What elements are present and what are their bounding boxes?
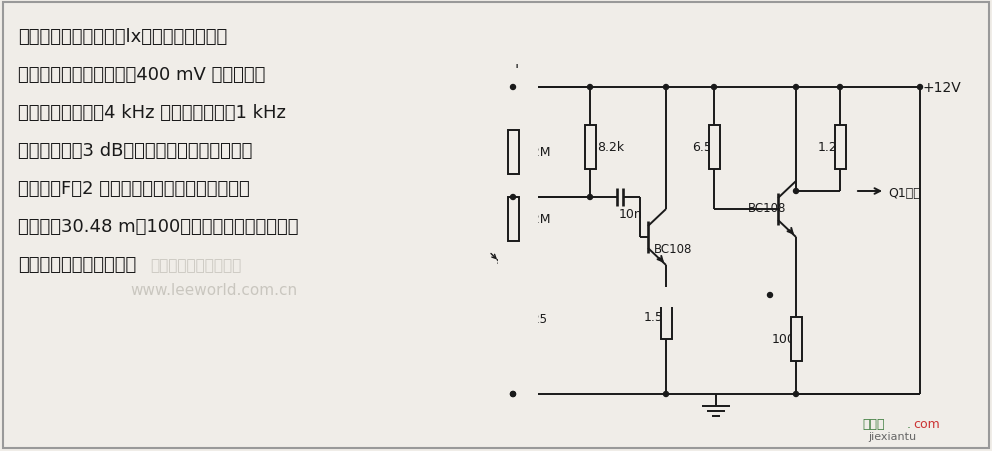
Text: 2.2M: 2.2M	[520, 213, 551, 226]
Text: 当在光电管上有１lx的峰值光信号输入: 当在光电管上有１lx的峰值光信号输入	[18, 28, 227, 46]
Circle shape	[837, 85, 842, 90]
Circle shape	[918, 85, 923, 90]
Text: 1.5M: 1.5M	[644, 311, 675, 324]
Text: ': '	[515, 64, 519, 79]
Circle shape	[664, 85, 669, 90]
Circle shape	[511, 85, 516, 90]
Bar	[791, 318, 802, 361]
Text: www.leeworld.com.cn: www.leeworld.com.cn	[130, 282, 298, 297]
Text: 时，经两级放大器后将有400 mV 峰值的输出: 时，经两级放大器后将有400 mV 峰值的输出	[18, 66, 266, 84]
Text: 2.2M: 2.2M	[520, 146, 551, 159]
Circle shape	[664, 391, 669, 396]
Text: .: .	[907, 417, 911, 430]
Circle shape	[511, 391, 516, 396]
Text: 6.5k: 6.5k	[692, 141, 719, 154]
Text: 在高度保密通信系统中。: 在高度保密通信系统中。	[18, 255, 136, 273]
Circle shape	[587, 195, 592, 200]
Bar	[834, 126, 845, 170]
Text: 距离可达30.48 m（100英尺）。这种电路可应用: 距离可达30.48 m（100英尺）。这种电路可应用	[18, 217, 299, 235]
Text: 济南络赛科技有限公司: 济南络赛科技有限公司	[150, 258, 241, 272]
Circle shape	[511, 391, 516, 396]
Bar	[584, 126, 595, 170]
Bar	[508, 131, 519, 175]
Text: 信号；该检波器在4 kHz 上的灵敏度比在1 kHz: 信号；该检波器在4 kHz 上的灵敏度比在1 kHz	[18, 104, 286, 122]
Text: 100: 100	[772, 333, 796, 346]
Text: 8.2k: 8.2k	[597, 141, 624, 154]
Text: 器上采用F：2 校准透镜或抛物线反射镜时检测: 器上采用F：2 校准透镜或抛物线反射镜时检测	[18, 179, 250, 198]
Bar	[498, 83, 538, 399]
Text: BC108: BC108	[748, 202, 787, 215]
Text: 10n: 10n	[619, 207, 643, 221]
Text: 上的灵敏度低3 dB；当在红外线信息源和检波: 上的灵敏度低3 dB；当在红外线信息源和检波	[18, 142, 252, 160]
Text: Q1输出: Q1输出	[888, 187, 921, 200]
Bar	[508, 198, 519, 241]
Text: com: com	[913, 417, 939, 430]
Text: +12V: +12V	[923, 81, 962, 95]
Bar	[661, 295, 672, 339]
Text: jiexiantu: jiexiantu	[868, 431, 917, 441]
Circle shape	[794, 391, 799, 396]
Text: 捷线图: 捷线图	[862, 417, 885, 430]
Text: 1.2k: 1.2k	[818, 141, 845, 154]
Circle shape	[511, 195, 516, 200]
Text: BC108: BC108	[654, 243, 692, 255]
Circle shape	[794, 85, 799, 90]
Circle shape	[794, 189, 799, 194]
Bar	[708, 126, 719, 170]
Circle shape	[711, 85, 716, 90]
Bar	[660, 287, 775, 307]
Circle shape	[768, 293, 773, 298]
Text: BPX25: BPX25	[510, 312, 548, 325]
Circle shape	[587, 85, 592, 90]
